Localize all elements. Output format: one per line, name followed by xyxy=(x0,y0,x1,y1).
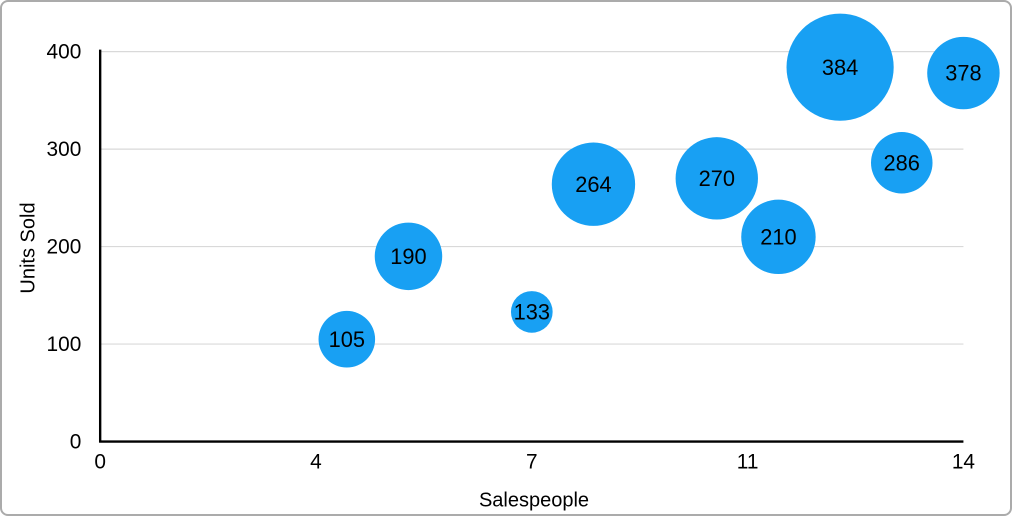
x-tick-label-0: 0 xyxy=(94,450,106,473)
bubble-label-264: 264 xyxy=(575,172,611,197)
y-tick-label-300: 300 xyxy=(47,138,82,161)
y-tick-label-0: 0 xyxy=(70,431,82,454)
bubble-label-384: 384 xyxy=(822,55,858,80)
x-axis-title: Salespeople xyxy=(478,489,590,512)
x-tick-label-4: 4 xyxy=(310,450,322,473)
bubble-label-190: 190 xyxy=(390,244,426,269)
bubble-label-133: 133 xyxy=(514,300,550,325)
bubble-133 xyxy=(510,291,553,333)
bubble-286 xyxy=(871,131,933,194)
y-tick-label-100: 100 xyxy=(47,333,82,356)
y-axis-title: Units Sold xyxy=(17,202,40,294)
x-tick-label-11: 11 xyxy=(737,450,759,473)
bubble-label-105: 105 xyxy=(329,327,365,352)
bubble-105 xyxy=(318,310,376,368)
bubble-190 xyxy=(374,222,443,291)
bubble-label-210: 210 xyxy=(760,224,796,249)
bubble-270 xyxy=(675,137,758,220)
bubble-label-378: 378 xyxy=(945,61,981,86)
y-tick-label-200: 200 xyxy=(47,236,82,259)
bubble-label-286: 286 xyxy=(884,150,920,175)
x-tick-label-7: 7 xyxy=(526,450,538,473)
bubble-378 xyxy=(927,36,1000,110)
bubble-210 xyxy=(741,199,816,275)
bubble-label-270: 270 xyxy=(699,166,735,191)
bubble-384 xyxy=(786,13,894,121)
bubble-264 xyxy=(551,142,636,226)
x-tick-label-14: 14 xyxy=(952,450,975,473)
y-tick-label-400: 400 xyxy=(47,41,82,64)
